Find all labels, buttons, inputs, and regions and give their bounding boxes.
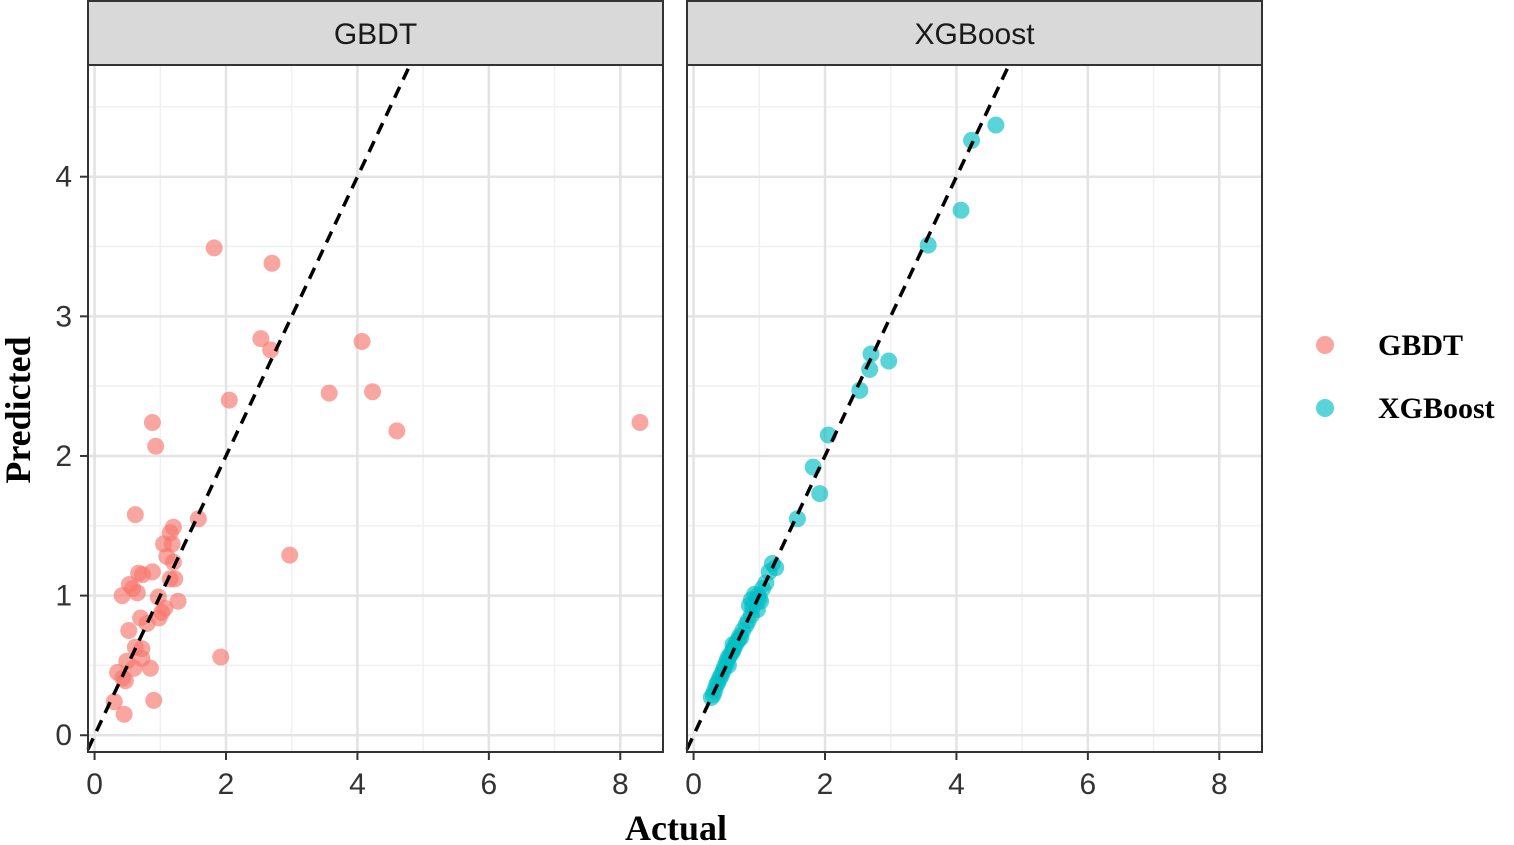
data-point	[320, 384, 338, 402]
data-point	[631, 413, 649, 431]
data-point	[145, 691, 163, 709]
x-axis-title: Actual	[625, 808, 727, 845]
data-point	[263, 254, 281, 272]
data-point	[120, 622, 138, 640]
panel-1: XGBoost 0 2 4 6 8	[685, 0, 1263, 801]
data-point	[169, 592, 187, 610]
x-tick-label: 6	[481, 768, 498, 801]
x-tick-label: 2	[817, 768, 834, 801]
data-point	[126, 506, 144, 524]
data-point	[115, 705, 133, 723]
data-point	[116, 672, 134, 690]
x-tick-label: 8	[612, 768, 629, 801]
data-point	[220, 391, 238, 409]
x-tick-label: 4	[948, 768, 965, 801]
panel-0: GBDT 0 2 4 6 8 0 1 2 3 4	[55, 0, 664, 801]
reference-line	[685, 64, 1011, 750]
x-tick-label: 2	[218, 768, 235, 801]
data-point	[212, 648, 230, 666]
data-point	[125, 659, 143, 677]
legend-label: GBDT	[1378, 329, 1463, 362]
x-tick-label: 4	[349, 768, 366, 801]
data-point	[281, 546, 299, 564]
legend: GBDT XGBoost	[1316, 329, 1495, 425]
panel-strip	[686, 0, 1263, 66]
data-point	[138, 615, 156, 633]
data-point	[880, 352, 898, 370]
data-point	[963, 131, 981, 149]
x-tick-label: 0	[86, 768, 103, 801]
data-point	[851, 381, 869, 399]
data-point	[952, 201, 970, 219]
data-point	[811, 485, 829, 503]
panel-border	[686, 64, 1263, 753]
data-point	[364, 383, 382, 401]
data-point	[702, 689, 720, 707]
y-axis-title: Predicted	[0, 336, 38, 483]
data-point	[166, 570, 184, 588]
data-point	[919, 236, 937, 254]
data-point	[353, 332, 371, 350]
y-tick-label: 4	[55, 161, 72, 194]
data-point	[113, 587, 131, 605]
data-point	[143, 413, 161, 431]
legend-key	[1316, 336, 1334, 354]
data-point	[141, 659, 159, 677]
panel-background	[88, 65, 663, 752]
reference-line	[86, 64, 412, 750]
data-point	[134, 566, 152, 584]
x-tick-label: 6	[1080, 768, 1097, 801]
y-tick-label: 1	[55, 580, 72, 613]
data-point	[147, 437, 165, 455]
panel-background	[687, 65, 1262, 752]
x-tick-label: 8	[1211, 768, 1228, 801]
y-tick-label: 0	[55, 719, 72, 752]
data-point	[262, 341, 280, 359]
data-point	[205, 239, 223, 257]
data-point	[388, 422, 406, 440]
data-point	[987, 116, 1005, 134]
legend-label: XGBoost	[1378, 392, 1495, 425]
y-tick-label: 3	[55, 300, 72, 333]
data-point	[861, 360, 879, 378]
panel-strip	[87, 0, 664, 66]
y-tick-label: 2	[55, 440, 72, 473]
data-point	[252, 330, 270, 348]
panel-title: GBDT	[334, 18, 417, 51]
data-point	[128, 584, 146, 602]
panel-title: XGBoost	[914, 18, 1035, 51]
legend-key	[1316, 399, 1334, 417]
panel-border	[87, 64, 664, 753]
x-tick-label: 0	[685, 768, 702, 801]
